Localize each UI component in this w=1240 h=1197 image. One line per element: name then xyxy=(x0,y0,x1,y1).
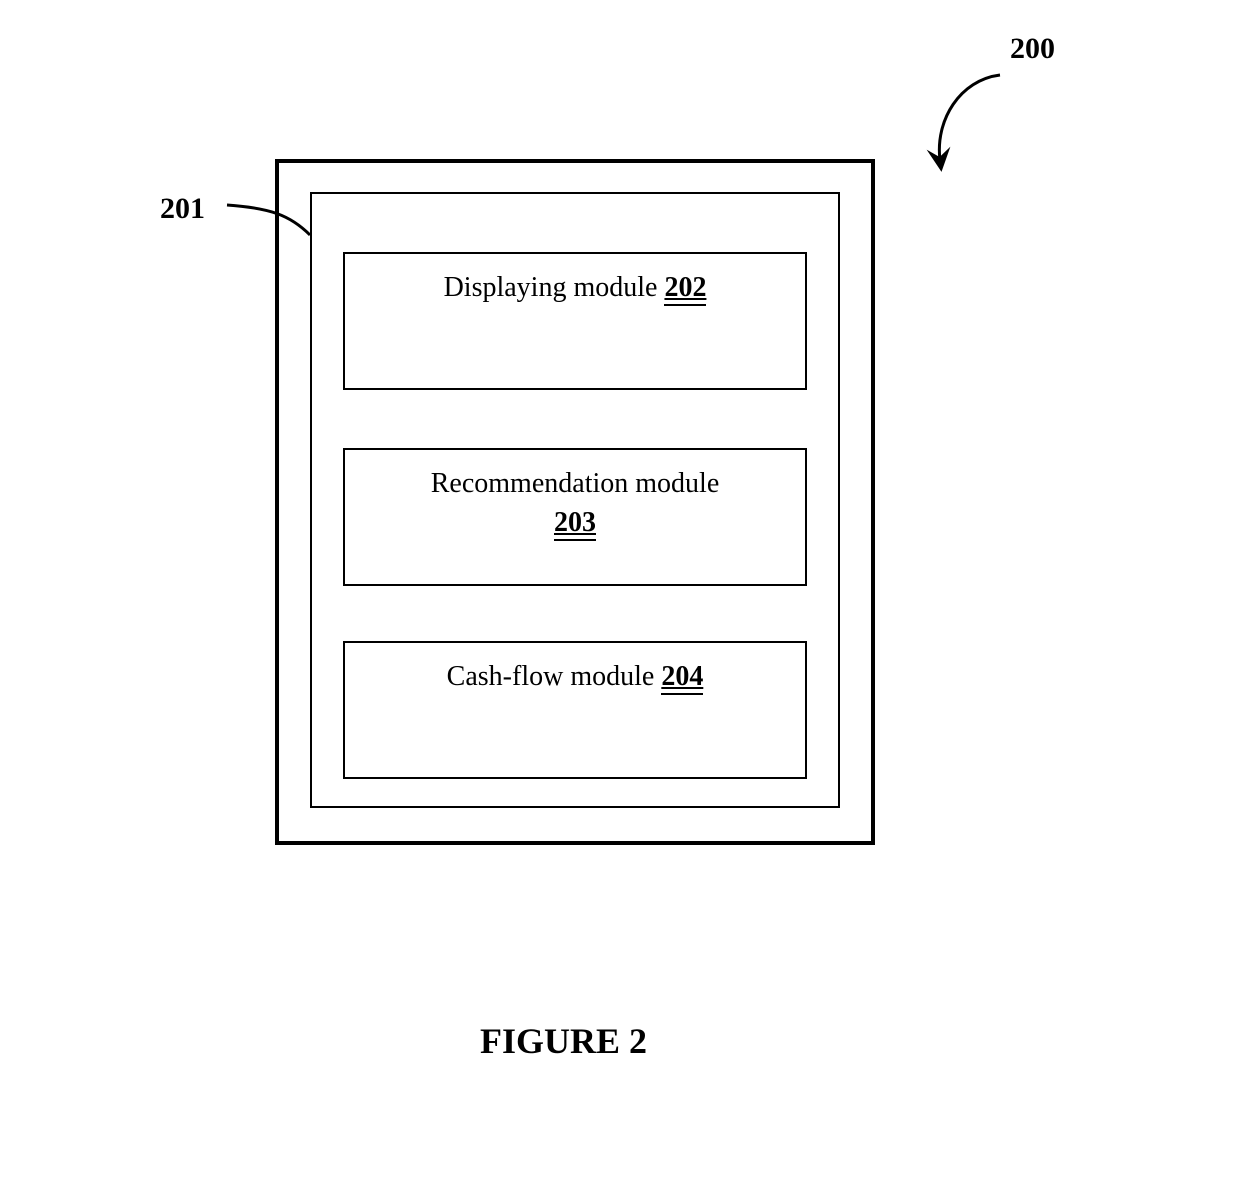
figure-caption: FIGURE 2 xyxy=(480,1020,647,1062)
callout-leader-201 xyxy=(0,0,1240,1197)
